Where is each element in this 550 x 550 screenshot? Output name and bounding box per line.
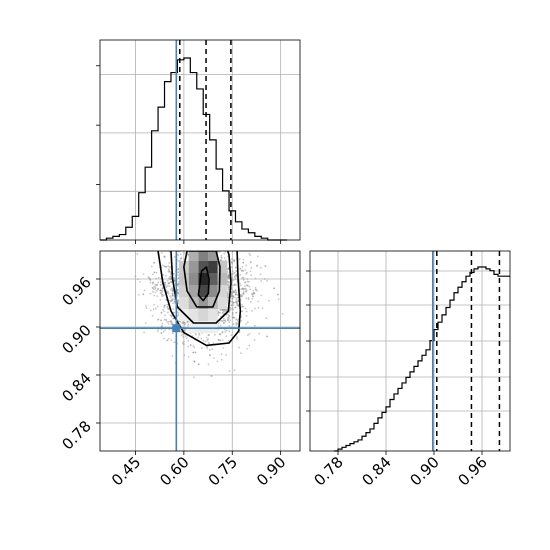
density-cell [188, 261, 199, 273]
density-cell [198, 261, 209, 273]
density-cell [198, 273, 209, 285]
density-cell [208, 297, 218, 309]
x-tick-label: 0.60 [156, 453, 192, 489]
histogram-step-line [100, 57, 288, 241]
density-cell [188, 251, 199, 261]
panel-frame [99, 250, 301, 452]
density-cell [217, 297, 228, 309]
x-tick-label: 0.96 [454, 453, 490, 489]
density-cell [179, 273, 189, 285]
density-cell [217, 261, 228, 273]
panel-frame [309, 250, 511, 452]
density-cell [198, 309, 209, 321]
y-tick-label: 0.78 [58, 417, 94, 453]
density-cell [208, 309, 218, 321]
density-cell [208, 285, 218, 297]
density-cell [198, 321, 209, 333]
y-tick-label: 0.90 [58, 321, 94, 357]
x-tick-label: 0.90 [253, 453, 289, 489]
density-cell [179, 285, 189, 297]
density-cell [217, 273, 228, 285]
joint-density-plot: 0.45 0.60 0.75 0.90 0.78 0.84 0.90 0.96 [58, 250, 301, 489]
density-cell [198, 285, 209, 297]
x-tick-label: 0.90 [406, 453, 442, 489]
density-cell [188, 285, 199, 297]
density-cell [208, 261, 218, 273]
density-cell [217, 285, 228, 297]
y-tick-label: 0.84 [58, 369, 94, 405]
density-cell [188, 273, 199, 285]
density-cell [208, 273, 218, 285]
density-contour [183, 251, 221, 308]
truth-marker [172, 324, 181, 333]
density-cell [198, 251, 209, 261]
x-tick-label: 0.75 [205, 453, 241, 489]
density-cell [179, 297, 189, 309]
histogram-step-line [334, 266, 510, 452]
density-cell [179, 309, 189, 321]
density-cell [208, 321, 218, 333]
x-tick-label: 0.78 [310, 453, 346, 489]
density-cell [188, 321, 199, 333]
density-contour [197, 266, 210, 302]
x-tick-label: 0.84 [358, 453, 394, 489]
density-cell [208, 251, 218, 261]
density-contour [170, 251, 232, 324]
panel-frame [99, 39, 301, 241]
marginal-y-histogram: 0.78 0.84 0.90 0.96 [306, 250, 511, 489]
y-tick-label: 0.96 [58, 273, 94, 309]
x-tick-label: 0.45 [108, 453, 144, 489]
density-cell [198, 297, 209, 309]
density-cell [188, 309, 199, 321]
density-contour [157, 251, 242, 347]
marginal-x-histogram [96, 39, 301, 244]
